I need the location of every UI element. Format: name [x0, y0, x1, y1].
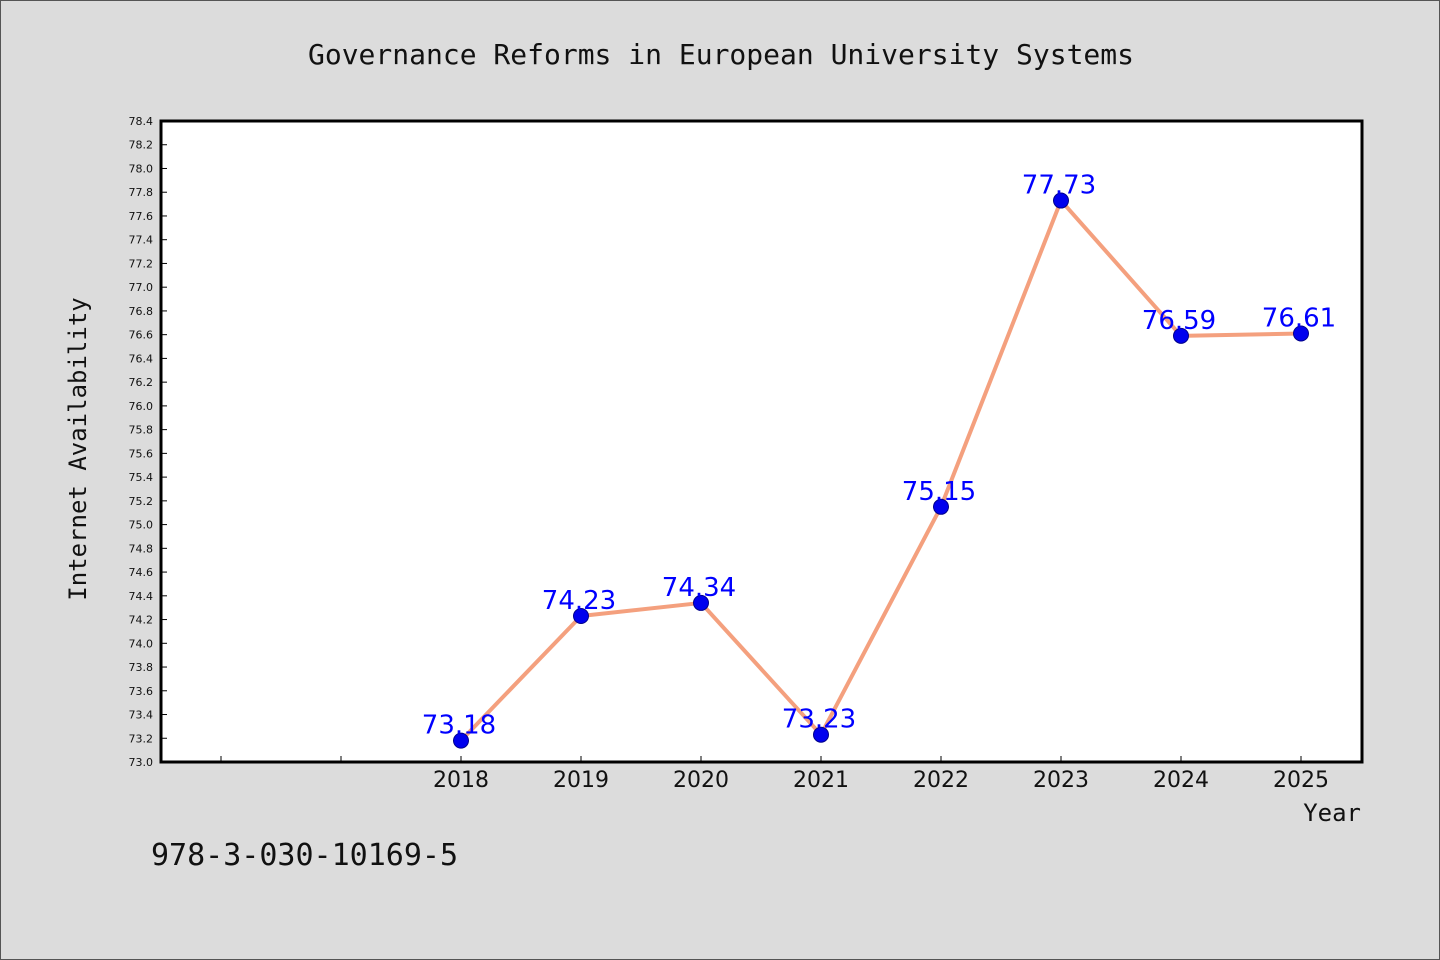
data-point-marker	[933, 498, 949, 515]
y-tick-label: 78.0	[129, 162, 154, 175]
y-tick-label: 77.2	[129, 257, 154, 270]
y-tick-label: 76.2	[129, 376, 154, 389]
y-tick-label: 73.2	[129, 732, 154, 745]
isbn-label: 978-3-030-10169-5	[151, 838, 458, 873]
y-axis-title: Internet Availability	[64, 297, 92, 600]
y-tick-label: 74.8	[129, 542, 154, 555]
data-point-marker	[573, 607, 589, 624]
x-axis-title: Year	[1303, 799, 1361, 827]
x-tick-label: 2019	[553, 768, 609, 793]
y-tick-label: 73.0	[129, 756, 154, 769]
y-tick-label: 77.4	[129, 234, 154, 247]
y-tick-label: 73.8	[129, 661, 154, 674]
data-point-marker	[813, 726, 829, 743]
data-point-marker	[453, 732, 469, 749]
series-line	[459, 198, 1302, 743]
y-tick-label: 74.0	[129, 637, 154, 650]
x-tick-label: 2022	[913, 768, 969, 793]
x-axis: 2018 2019 2020 2021 2022 2023 2024 2025	[220, 756, 1329, 793]
y-tick-label: 74.6	[129, 566, 154, 579]
x-tick-label: 2023	[1033, 768, 1089, 793]
data-labels: 73.18 74.23 74.34 73.23 75.15 77.73 76.59 76.61	[422, 171, 1336, 741]
data-label: 74.34	[662, 573, 736, 603]
data-label: 74.23	[542, 586, 616, 616]
data-point-marker	[693, 594, 709, 611]
y-tick-label: 74.4	[129, 590, 154, 603]
x-tick-label: 2018	[433, 768, 489, 793]
plot-area	[159, 119, 1364, 764]
data-label: 73.23	[782, 705, 856, 735]
y-tick-label: 78.2	[129, 139, 154, 152]
data-label: 76.61	[1262, 303, 1336, 333]
y-tick-label: 76.8	[129, 305, 154, 318]
y-tick-label: 73.6	[129, 685, 154, 698]
data-point-marker	[1053, 192, 1069, 209]
data-label: 73.18	[422, 711, 496, 741]
data-label: 77.73	[1022, 171, 1096, 201]
y-tick-label: 75.6	[129, 447, 154, 460]
x-tick-label: 2021	[793, 768, 849, 793]
x-tick-label: 2020	[673, 768, 729, 793]
y-tick-label: 78.4	[129, 115, 154, 128]
y-axis: 73.0 73.2 73.4 73.6 73.8 74.0 74.2 74.4 74.6 74.8…	[129, 115, 167, 769]
y-tick-label: 77.8	[129, 186, 154, 199]
y-tick-label: 75.4	[129, 471, 154, 484]
y-tick-label: 76.6	[129, 329, 154, 342]
y-tick-label: 76.0	[129, 400, 154, 413]
data-point-marker	[1173, 327, 1189, 344]
y-tick-label: 76.4	[129, 352, 154, 365]
data-label: 76.59	[1142, 306, 1216, 336]
y-tick-label: 73.4	[129, 709, 154, 722]
x-tick-label: 2025	[1273, 768, 1329, 793]
series-line-group	[453, 192, 1309, 749]
x-tick-label: 2024	[1153, 768, 1209, 793]
y-tick-label: 75.2	[129, 495, 154, 508]
y-tick-label: 77.6	[129, 210, 154, 223]
data-point-marker	[1293, 325, 1309, 342]
chart-title: Governance Reforms in European Universit…	[308, 38, 1134, 71]
y-tick-label: 77.0	[129, 281, 154, 294]
y-tick-label: 75.8	[129, 424, 154, 437]
data-label: 75.15	[902, 477, 976, 507]
y-tick-label: 74.2	[129, 614, 154, 627]
y-tick-label: 75.0	[129, 519, 154, 532]
